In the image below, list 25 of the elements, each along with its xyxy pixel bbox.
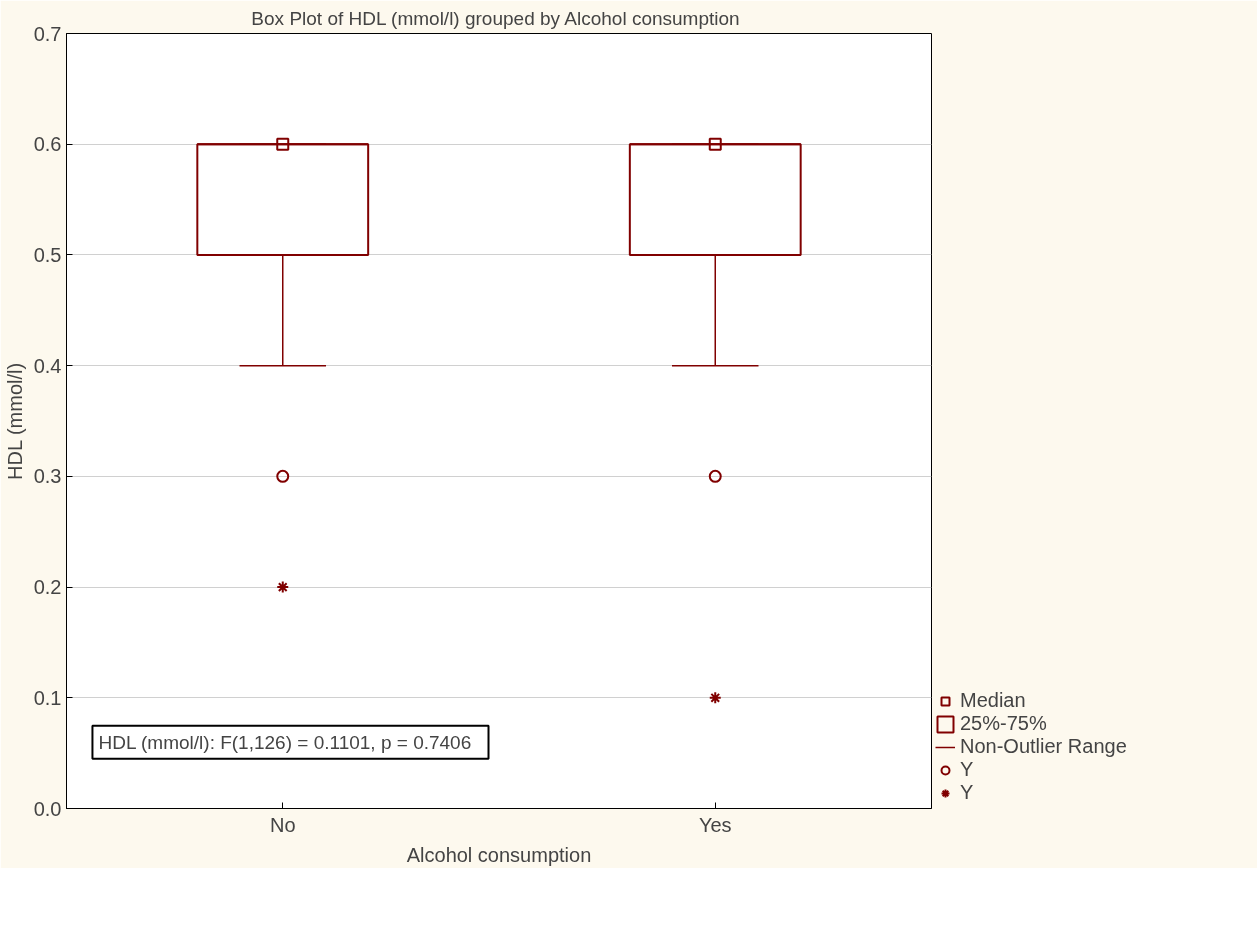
- point: [276, 580, 290, 594]
- chart-title: Box Plot of HDL (mmol/l) grouped by Alcohol consumption: [251, 7, 740, 29]
- y-tick-label: 0.5: [33, 243, 62, 266]
- y-tick-label: 0.3: [33, 465, 62, 488]
- y-tick-label: 0.1: [33, 686, 62, 709]
- y-tick-label: 0.0: [33, 797, 62, 820]
- x-tick-label: Yes: [698, 813, 732, 836]
- text: Non-Outlier Range: [960, 735, 1127, 758]
- x-tick-label: No: [269, 813, 296, 836]
- point: [708, 691, 722, 705]
- point: [708, 469, 722, 483]
- legend-label: 25%-75%: [960, 712, 1047, 735]
- y-tick-label: 0.4: [33, 354, 62, 377]
- annotation: HDL (mmol/l): F(1,126) = 0.1101, p = 0.7406: [98, 731, 472, 753]
- y-axis-title: HDL (mmol/l): [3, 362, 26, 480]
- legend-label: Median: [960, 689, 1026, 712]
- point: [708, 137, 722, 151]
- y-tick-label: 0.6: [33, 133, 62, 156]
- point: [276, 137, 290, 151]
- y-tick-label: 0.2: [33, 576, 62, 599]
- x-axis-title: Alcohol consumption: [406, 843, 592, 866]
- y-tick-label: 0.7: [33, 22, 62, 45]
- point: [276, 469, 290, 483]
- legend-label: Y: [960, 781, 975, 804]
- legend-label: Y: [960, 758, 975, 781]
